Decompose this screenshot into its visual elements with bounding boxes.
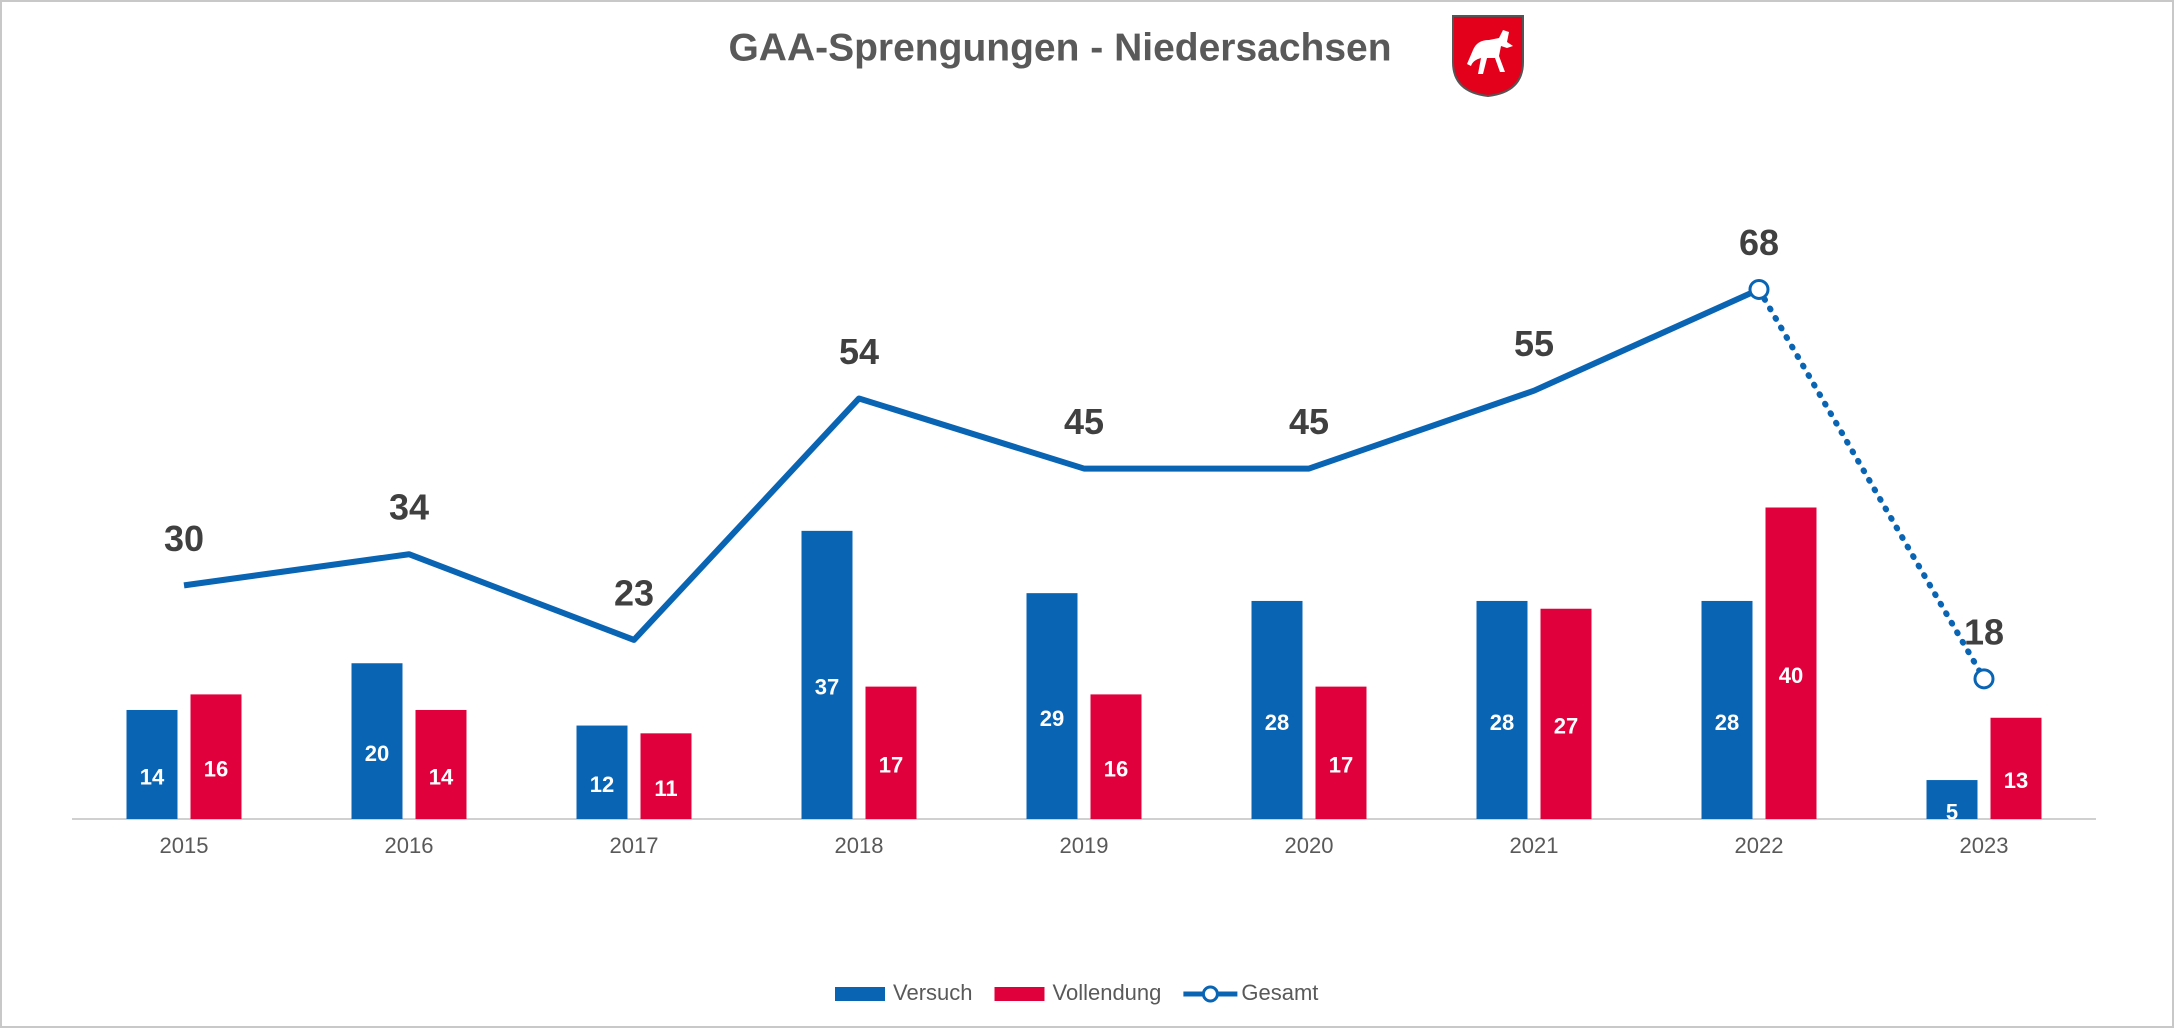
bar-label: 29 bbox=[1040, 706, 1064, 731]
bar-label: 37 bbox=[815, 675, 839, 700]
bar-label: 20 bbox=[365, 741, 389, 766]
bar bbox=[576, 725, 628, 819]
bar-label: 16 bbox=[1104, 757, 1128, 782]
bar bbox=[351, 663, 403, 819]
bar bbox=[1251, 600, 1303, 819]
line-label: 23 bbox=[614, 572, 654, 613]
legend-label: Vollendung bbox=[1053, 980, 1162, 1005]
line-label: 55 bbox=[1514, 323, 1554, 364]
bar bbox=[1315, 686, 1367, 819]
x-tick-label: 2020 bbox=[1285, 833, 1334, 858]
bar-label: 12 bbox=[590, 772, 614, 797]
bar bbox=[1026, 593, 1078, 819]
bar bbox=[1990, 717, 2042, 819]
bar-label: 28 bbox=[1490, 710, 1514, 735]
bar bbox=[865, 686, 917, 819]
line-label: 34 bbox=[389, 487, 429, 528]
line-dotted bbox=[1756, 286, 1987, 682]
bar bbox=[126, 709, 178, 819]
bar-label: 28 bbox=[1715, 710, 1739, 735]
legend-swatch bbox=[835, 987, 885, 1001]
line-label: 18 bbox=[1964, 611, 2004, 652]
x-tick-label: 2023 bbox=[1960, 833, 2009, 858]
bar bbox=[1476, 600, 1528, 819]
x-tick-label: 2018 bbox=[835, 833, 884, 858]
bar-label: 13 bbox=[2004, 768, 2028, 793]
bar bbox=[415, 709, 467, 819]
bar bbox=[801, 530, 853, 819]
line-label: 68 bbox=[1739, 222, 1779, 263]
bar bbox=[1765, 507, 1817, 819]
bar bbox=[1540, 608, 1592, 819]
bar-label: 17 bbox=[1329, 753, 1353, 778]
bar-label: 5 bbox=[1946, 799, 1958, 824]
bar-label: 14 bbox=[140, 764, 165, 789]
x-tick-label: 2021 bbox=[1510, 833, 1559, 858]
bar-label: 14 bbox=[429, 764, 454, 789]
chart-title: GAA-Sprengungen - Niedersachsen bbox=[728, 26, 1391, 69]
legend-label: Gesamt bbox=[1241, 980, 1318, 1005]
x-tick-label: 2016 bbox=[385, 833, 434, 858]
line-marker bbox=[1748, 278, 1770, 300]
legend-label: Versuch bbox=[893, 980, 973, 1005]
line bbox=[183, 286, 1761, 643]
line-label: 30 bbox=[164, 518, 204, 559]
x-tick-label: 2017 bbox=[610, 833, 659, 858]
bar bbox=[640, 733, 692, 819]
line-label: 45 bbox=[1289, 401, 1329, 442]
line-marker bbox=[1973, 668, 1995, 690]
bar bbox=[190, 694, 242, 819]
coat-of-arms bbox=[1452, 15, 1524, 98]
x-tick-label: 2015 bbox=[160, 833, 209, 858]
legend-swatch-marker bbox=[1201, 985, 1219, 1003]
bar-label: 16 bbox=[204, 757, 228, 782]
legend-swatch bbox=[994, 987, 1045, 1001]
x-tick-label: 2022 bbox=[1735, 833, 1784, 858]
bar bbox=[1701, 600, 1753, 819]
bar-label: 40 bbox=[1779, 663, 1803, 688]
x-tick-label: 2019 bbox=[1060, 833, 1109, 858]
line-label: 54 bbox=[839, 331, 879, 372]
bar-label: 11 bbox=[654, 776, 677, 801]
line-label: 45 bbox=[1064, 401, 1104, 442]
bar bbox=[1090, 694, 1142, 819]
bar bbox=[1926, 780, 1978, 819]
bar-label: 17 bbox=[879, 753, 903, 778]
bar-label: 28 bbox=[1265, 710, 1289, 735]
bar-label: 27 bbox=[1554, 714, 1578, 739]
